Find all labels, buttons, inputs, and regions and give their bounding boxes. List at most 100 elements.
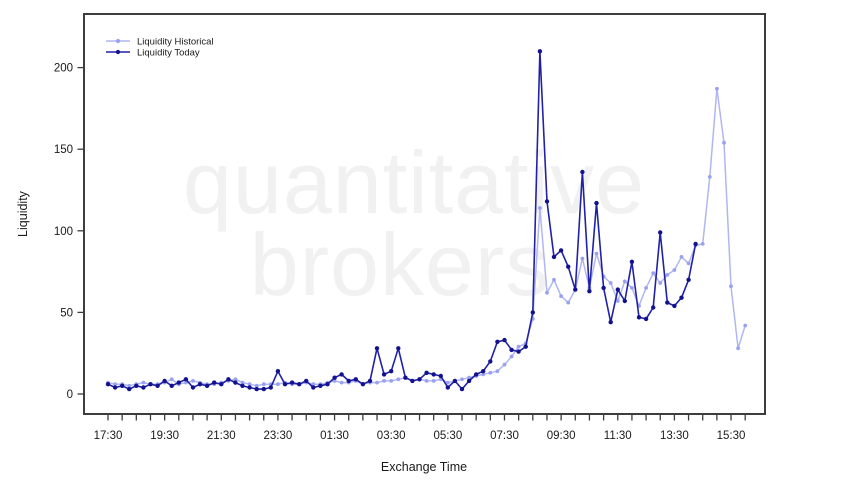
- data-point-today: [615, 287, 620, 292]
- x-axis-tick-label: 15:30: [717, 430, 746, 442]
- x-axis-tick-label: 07:30: [490, 430, 519, 442]
- data-point-historical: [396, 377, 401, 382]
- data-point-today: [148, 382, 153, 387]
- data-point-today: [693, 241, 698, 247]
- data-point-historical: [552, 277, 556, 282]
- data-point-today: [658, 230, 663, 235]
- data-point-historical: [184, 380, 188, 385]
- data-point-today: [190, 385, 196, 390]
- data-point-historical: [686, 261, 691, 266]
- data-point-today: [636, 315, 642, 320]
- data-point-today: [516, 349, 521, 354]
- data-point-today: [488, 359, 493, 364]
- data-point-today: [339, 372, 344, 377]
- data-point-today: [240, 383, 245, 388]
- watermark-line2: brokers: [250, 215, 550, 314]
- data-point-historical: [254, 383, 259, 388]
- legend-label-today: Liquidity Today: [137, 48, 200, 59]
- data-point-today: [282, 382, 288, 387]
- data-point-historical: [679, 255, 684, 259]
- data-point-historical: [538, 206, 542, 210]
- data-point-historical: [630, 286, 634, 290]
- data-point-historical: [707, 175, 712, 179]
- y-axis-tick-label: 0: [67, 389, 73, 401]
- data-point-today: [127, 386, 132, 392]
- data-point-today: [176, 380, 181, 385]
- data-point-historical: [729, 284, 733, 289]
- data-point-historical: [715, 86, 719, 91]
- data-point-historical: [424, 379, 429, 383]
- data-point-historical: [516, 344, 521, 349]
- data-point-today: [268, 385, 273, 390]
- data-point-today: [233, 380, 238, 385]
- data-point-today: [141, 385, 146, 390]
- data-point-historical: [141, 380, 146, 385]
- data-point-today: [389, 369, 394, 374]
- legend-swatch-historical-marker: [115, 38, 121, 44]
- data-point-today: [254, 386, 259, 392]
- data-point-today: [509, 347, 514, 353]
- data-point-today: [134, 383, 139, 388]
- data-point-historical: [389, 379, 394, 383]
- x-axis-tick-label: 19:30: [150, 430, 179, 442]
- y-axis-tick-label: 100: [54, 226, 73, 238]
- data-point-today: [169, 383, 174, 388]
- x-axis-tick-label: 01:30: [320, 430, 349, 442]
- data-point-today: [247, 385, 252, 390]
- data-point-today: [381, 372, 387, 377]
- legend-label-historical: Liquidity Historical: [137, 37, 214, 48]
- data-point-today: [622, 298, 627, 304]
- data-point-historical: [495, 369, 500, 374]
- data-point-historical: [261, 382, 266, 387]
- data-point-historical: [233, 377, 238, 382]
- data-point-today: [474, 372, 479, 377]
- data-point-today: [608, 320, 613, 325]
- data-series: [105, 49, 748, 392]
- data-point-today: [424, 370, 429, 375]
- data-point-today: [275, 369, 281, 374]
- data-point-today: [594, 200, 599, 206]
- x-axis-tick-label: 23:30: [264, 430, 293, 442]
- x-axis-tick-label: 03:30: [377, 430, 406, 442]
- data-point-historical: [559, 294, 563, 298]
- x-axis-tick-label: 09:30: [547, 430, 576, 442]
- data-point-historical: [545, 290, 549, 295]
- data-point-today: [297, 382, 302, 387]
- data-point-today: [155, 383, 160, 388]
- data-point-historical: [467, 375, 471, 380]
- data-point-today: [197, 382, 203, 387]
- data-point-historical: [332, 379, 337, 383]
- data-point-historical: [339, 380, 344, 385]
- data-point-historical: [311, 382, 316, 387]
- y-axis-tick-label: 200: [54, 63, 73, 75]
- data-point-historical: [509, 354, 514, 359]
- x-axis-tick-label: 13:30: [660, 430, 689, 442]
- data-point-today: [346, 378, 351, 384]
- plot-border: [83, 13, 766, 415]
- data-point-historical: [113, 382, 117, 387]
- data-point-today: [105, 382, 111, 387]
- x-axis-tick-label: 11:30: [604, 430, 632, 442]
- data-point-historical: [481, 372, 486, 377]
- y-axis-tick-label: 150: [54, 144, 73, 156]
- data-point-historical: [382, 379, 386, 383]
- data-point-historical: [580, 256, 585, 261]
- data-point-today: [374, 346, 380, 351]
- data-point-historical: [658, 281, 663, 285]
- data-point-historical: [615, 299, 620, 303]
- legend-swatch-today-marker: [115, 49, 121, 55]
- data-point-today: [495, 339, 500, 344]
- data-point-today: [665, 300, 670, 305]
- data-point-historical: [127, 383, 132, 388]
- data-point-today: [120, 383, 125, 388]
- data-point-today: [523, 344, 528, 349]
- data-point-today: [544, 199, 550, 204]
- data-point-today: [459, 386, 465, 392]
- data-point-today: [353, 377, 358, 382]
- data-point-historical: [743, 323, 748, 328]
- data-point-today: [481, 369, 486, 374]
- data-point-historical: [608, 281, 613, 285]
- data-point-historical: [644, 286, 648, 290]
- data-point-today: [112, 385, 118, 390]
